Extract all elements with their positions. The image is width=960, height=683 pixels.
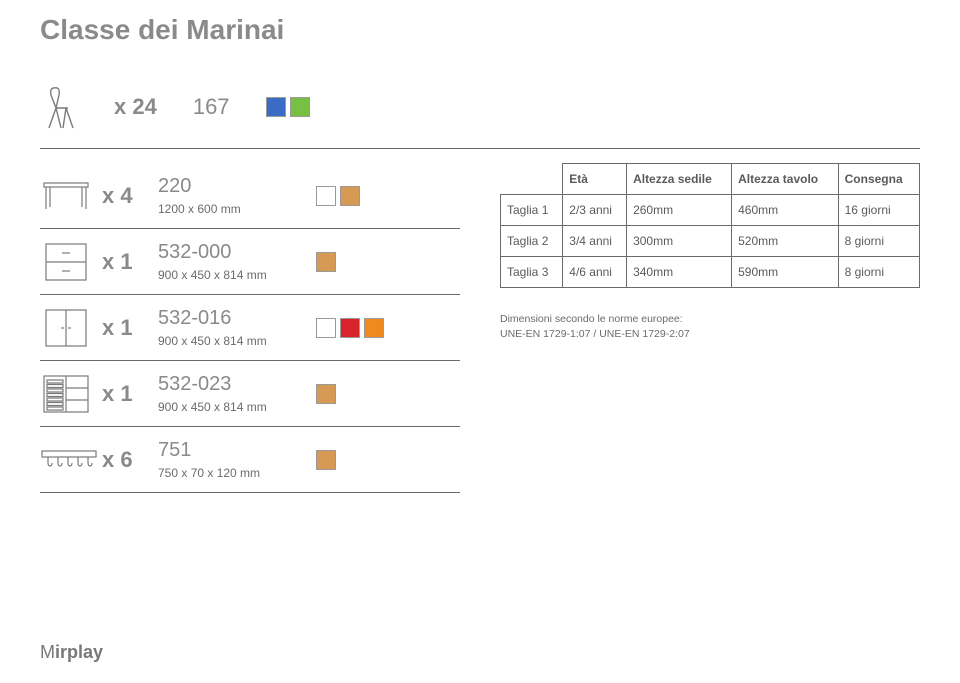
items-list: x 42201200 x 600 mmx 1532-000900 x 450 x… [40,163,460,493]
item-text: 532-016 900 x 450 x 814 mm [158,307,316,348]
spec-table: EtàAltezza sedileAltezza tavoloConsegnaT… [500,163,920,288]
item-swatches [316,384,336,404]
color-swatch [340,186,360,206]
item-dimensions: 900 x 450 x 814 mm [158,400,316,414]
item-row: x 4220 1200 x 600 mm [40,163,460,229]
item-row: x 6751 750 x 70 x 120 mm [40,427,460,493]
table-header: Altezza sedile [627,164,732,195]
item-qty: x 1 [102,381,158,407]
color-swatch [316,186,336,206]
table-cell: Taglia 2 [501,226,563,257]
spec-note-line2: UNE-EN 1729-1:07 / UNE-EN 1729-2:07 [500,328,690,340]
table-cell: 8 giorni [838,226,919,257]
item-qty: x 6 [102,447,158,473]
table-cell: 590mm [732,257,839,288]
item-model: 532-000 [158,241,316,264]
item-qty: x 4 [102,183,158,209]
cabinet-2drawer-icon [40,240,102,284]
cabinet-2door-icon [40,306,102,350]
table-cell: 3/4 anni [563,226,627,257]
item-qty: x 1 [102,315,158,341]
table-header: Altezza tavolo [732,164,839,195]
top-band: x 24 167 [40,84,920,130]
table-row: Taglia 23/4 anni300mm520mm8 giorni [501,226,920,257]
item-row: x 1532-016 900 x 450 x 814 mm [40,295,460,361]
item-swatches [316,318,384,338]
color-swatch [316,252,336,272]
hook-rail-icon [40,449,102,471]
table-cell: 260mm [627,195,732,226]
divider [40,148,920,149]
item-row: x 1532-000 900 x 450 x 814 mm [40,229,460,295]
item-swatches [316,450,336,470]
tray-cabinet-icon [40,372,102,416]
top-model: 167 [193,94,230,120]
color-swatch [316,384,336,404]
item-dimensions: 1200 x 600 mm [158,202,316,216]
item-model: 220 [158,175,316,198]
color-swatch [340,318,360,338]
spec-panel: EtàAltezza sedileAltezza tavoloConsegnaT… [500,163,920,493]
color-swatch [364,318,384,338]
top-swatches [266,97,310,117]
item-model: 751 [158,439,316,462]
item-model: 532-016 [158,307,316,330]
item-qty: x 1 [102,249,158,275]
item-dimensions: 900 x 450 x 814 mm [158,334,316,348]
item-dimensions: 900 x 450 x 814 mm [158,268,316,282]
item-row: x 1532-023 900 x 450 x 814 mm [40,361,460,427]
table-cell: 520mm [732,226,839,257]
item-model: 532-023 [158,373,316,396]
logo: Mirplay [40,642,103,663]
color-swatch [266,97,286,117]
table-row: Taglia 12/3 anni260mm460mm16 giorni [501,195,920,226]
table-header-row: EtàAltezza sedileAltezza tavoloConsegna [501,164,920,195]
spec-note: Dimensioni secondo le norme europee: UNE… [500,312,920,341]
table-row: Taglia 34/6 anni340mm590mm8 giorni [501,257,920,288]
item-text: 751 750 x 70 x 120 mm [158,439,316,480]
color-swatch [316,318,336,338]
table-cell: Taglia 1 [501,195,563,226]
item-swatches [316,186,360,206]
item-dimensions: 750 x 70 x 120 mm [158,466,316,480]
table-cell: 16 giorni [838,195,919,226]
table-cell: 4/6 anni [563,257,627,288]
item-text: 220 1200 x 600 mm [158,175,316,216]
table-cell: 2/3 anni [563,195,627,226]
table-cell: 460mm [732,195,839,226]
table-header: Età [563,164,627,195]
table-cell: 340mm [627,257,732,288]
table-cell: 300mm [627,226,732,257]
table-icon [40,179,102,213]
color-swatch [290,97,310,117]
table-cell: 8 giorni [838,257,919,288]
item-swatches [316,252,336,272]
spec-note-line1: Dimensioni secondo le norme europee: [500,313,683,325]
item-text: 532-023 900 x 450 x 814 mm [158,373,316,414]
color-swatch [316,450,336,470]
table-cell: Taglia 3 [501,257,563,288]
page-title: Classe dei Marinai [40,14,920,46]
item-text: 532-000 900 x 450 x 814 mm [158,241,316,282]
top-qty: x 24 [114,94,157,120]
table-header [501,164,563,195]
chair-icon [40,84,78,130]
table-header: Consegna [838,164,919,195]
